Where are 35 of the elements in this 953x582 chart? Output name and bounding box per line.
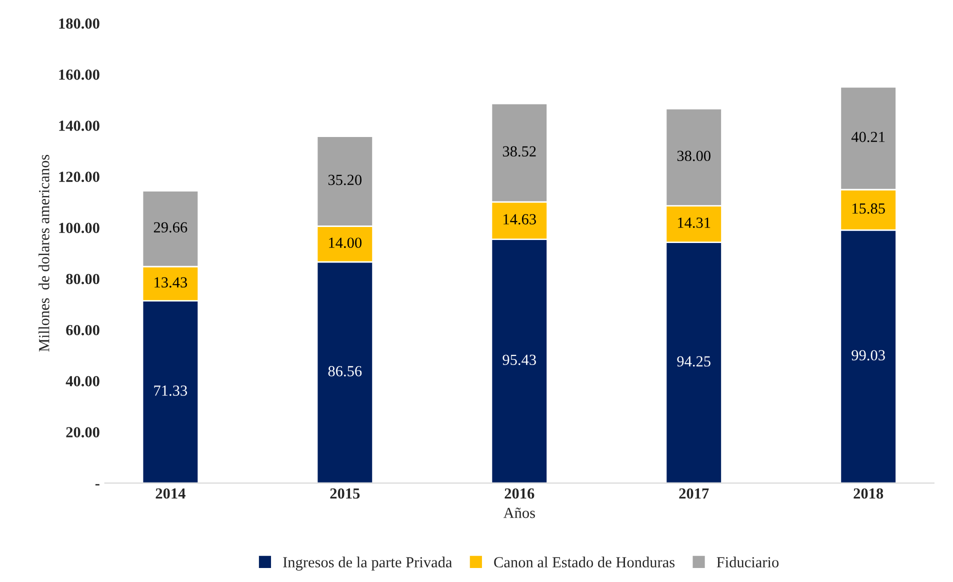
y-axis-title: Millones de dolares americanos (38, 154, 50, 352)
y-tick-label: 80.00 (66, 274, 100, 284)
y-tick-label: 100.00 (59, 222, 100, 234)
legend-label: Canon al Estado de Honduras (494, 556, 675, 568)
data-label: 71.33 (154, 386, 188, 396)
legend-label: Fiduciario (716, 556, 779, 568)
x-tick-label: 2017 (679, 488, 709, 499)
y-tick-label: 180.00 (59, 18, 100, 29)
x-tick-label: 2018 (854, 488, 884, 499)
x-axis-title: Años (503, 508, 535, 518)
data-label: 35.20 (328, 174, 362, 186)
y-tick-label: 120.00 (59, 172, 100, 182)
y-tick-label: 40.00 (66, 376, 100, 386)
x-tick-label: 2015 (330, 488, 360, 499)
data-label: 99.03 (852, 350, 885, 360)
data-label: 15.85 (852, 203, 885, 214)
data-label: 29.66 (154, 222, 188, 233)
y-tick-label: 60.00 (66, 324, 100, 336)
data-label: 14.63 (504, 214, 536, 225)
data-label: 95.43 (502, 354, 536, 366)
data-label: 38.52 (502, 146, 536, 157)
data-label: 40.21 (851, 132, 885, 142)
data-label: 86.56 (328, 366, 362, 376)
y-tick-label: - (95, 484, 100, 486)
y-tick-label: 160.00 (59, 70, 100, 80)
legend-label: Ingresos de la parte Privada (283, 556, 452, 571)
data-label: 38.00 (677, 150, 710, 162)
y-tick-label: 140.00 (59, 120, 100, 131)
data-label: 14.31 (678, 218, 710, 228)
data-label: 14.00 (329, 238, 362, 248)
x-tick-label: 2016 (504, 488, 534, 499)
data-label: 94.25 (677, 356, 710, 367)
y-tick-label: 20.00 (66, 427, 100, 438)
data-label: 13.43 (154, 277, 188, 288)
x-tick-label: 2014 (156, 488, 186, 499)
